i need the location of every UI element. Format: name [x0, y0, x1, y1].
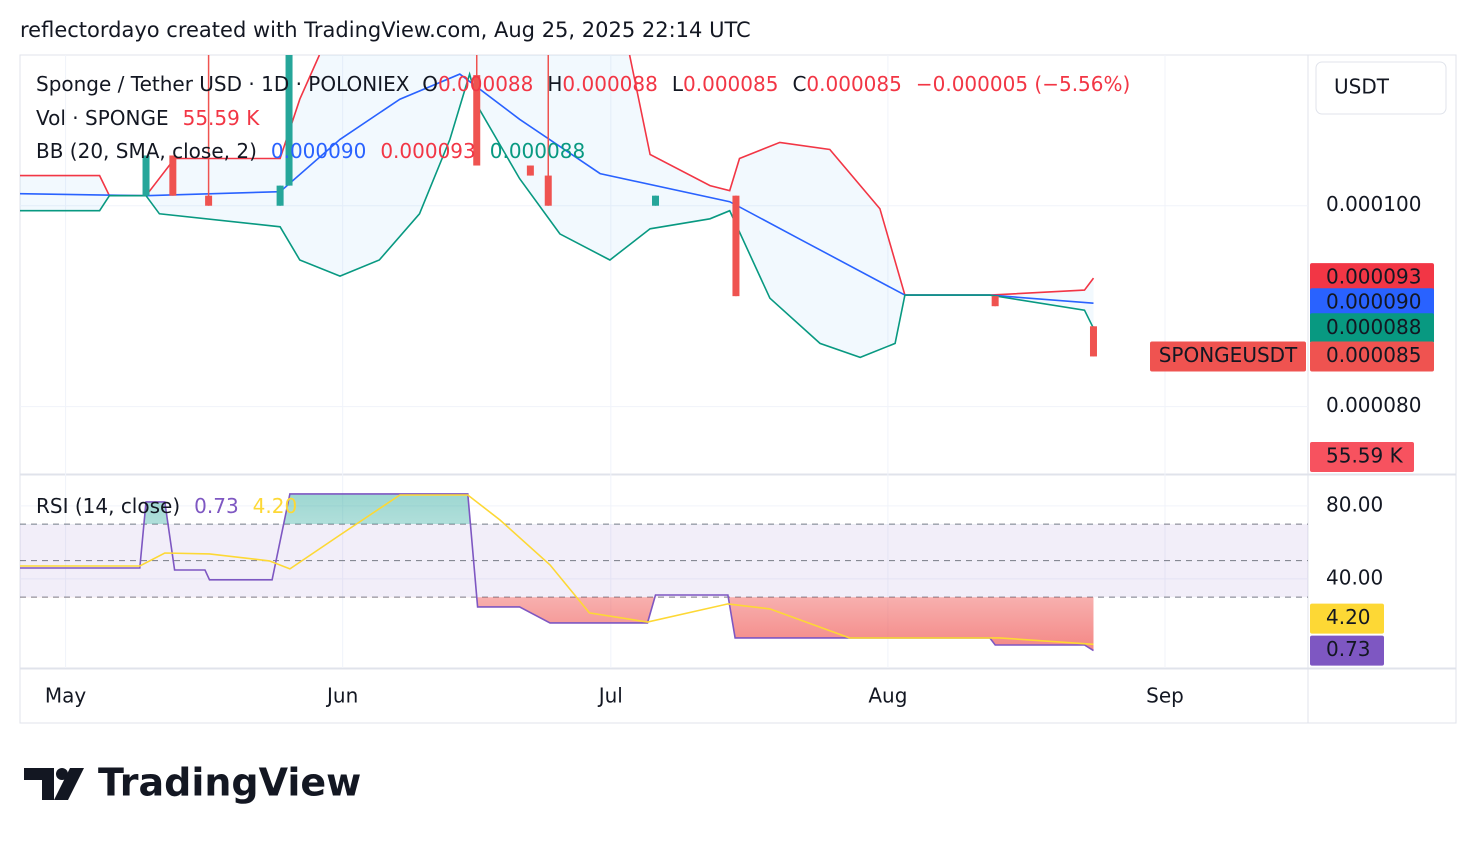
volume-legend: Vol · SPONGE 55.59 K: [36, 106, 260, 130]
candle-body: [1089, 326, 1097, 357]
symbol-legend: Sponge / Tether USD · 1D · POLONIEX O0.00…: [36, 72, 1130, 96]
y-tick-label: 40.00: [1326, 565, 1383, 589]
h-label: H: [547, 72, 562, 96]
bb-lower: [20, 71, 1095, 359]
h-value: 0.000088: [562, 72, 657, 96]
x-tick-label: Aug: [868, 684, 907, 708]
bb-upper: [20, 55, 1095, 296]
y-tick-label: 80.00: [1326, 492, 1383, 516]
x-tick-label: Jun: [325, 684, 358, 708]
bb-basis: 0.000090: [271, 139, 366, 163]
last-price-label: 0.000085: [1326, 343, 1421, 367]
candle-body: [205, 195, 213, 206]
candle-body: [169, 155, 177, 196]
bb-fill: [20, 55, 1094, 358]
y-tick-label: 0.000100: [1326, 192, 1421, 216]
change: −0.000005 (−5.56%): [916, 72, 1130, 96]
x-tick-label: May: [45, 684, 87, 708]
bb-upper-price-label-box: [1310, 263, 1434, 294]
volume-label: 55.59 K: [1326, 444, 1404, 468]
x-tick-label: Sep: [1146, 684, 1184, 708]
rsi-legend: RSI (14, close) 0.73 4.20: [36, 494, 297, 518]
y-tick-label: 0.000080: [1326, 393, 1421, 417]
o-value: 0.000088: [438, 72, 533, 96]
currency-button[interactable]: [1315, 61, 1447, 115]
symbol-label-box: [1150, 341, 1306, 372]
volume-value: 55.59 K: [183, 106, 261, 130]
symbol-label: SPONGEUSDT: [1159, 343, 1298, 367]
rsi-value: 0.73: [194, 494, 239, 518]
candle-body: [991, 296, 999, 307]
header: reflectordayo created with TradingView.c…: [20, 18, 751, 42]
candle-body: [526, 165, 534, 176]
volume-label-box: [1310, 442, 1414, 472]
bb-lower-price-label: 0.000088: [1326, 315, 1421, 339]
candle-body: [142, 155, 150, 196]
candle-body: [544, 175, 552, 206]
l-value: 0.000085: [683, 72, 778, 96]
rsi-ma-price-label: 4.20: [1326, 605, 1371, 629]
bb-lower: 0.000088: [490, 139, 585, 163]
rsi-name: RSI (14, close): [36, 494, 180, 518]
volume-name: Vol · SPONGE: [36, 106, 169, 130]
brand: TradingView: [98, 761, 361, 805]
rsi-price-label-box: [1310, 635, 1384, 666]
candle-body: [276, 185, 284, 206]
c-value: 0.000085: [806, 72, 901, 96]
bb-lower-price-label-box: [1310, 313, 1434, 344]
currency[interactable]: USDT: [1334, 75, 1390, 99]
candle-body: [652, 195, 660, 206]
bb-name: BB (20, SMA, close, 2): [36, 139, 257, 163]
symbol: Sponge / Tether USD · 1D · POLONIEX: [36, 72, 410, 96]
bb-basis-price-label-box: [1310, 288, 1434, 319]
bb-legend: BB (20, SMA, close, 2) 0.000090 0.000093 0.…: [36, 139, 585, 163]
rsi-ma-value: 4.20: [253, 494, 298, 518]
candle-body: [732, 195, 740, 297]
rsi-ma-line: [20, 494, 1094, 646]
bb-basis-price-label: 0.000090: [1326, 290, 1421, 314]
o-label: O: [422, 72, 438, 96]
rsi-price-label: 0.73: [1326, 637, 1371, 661]
x-tick-label: Jul: [597, 684, 623, 708]
bb-upper-price-label: 0.000093: [1326, 265, 1421, 289]
last-price-label-box: [1310, 341, 1434, 372]
frame: [19, 54, 1457, 724]
candle-body: [285, 55, 293, 186]
bb-upper: 0.000093: [380, 139, 475, 163]
rsi-ma-price-label-box: [1310, 603, 1384, 634]
candle-body: [473, 75, 481, 166]
logo: [24, 768, 84, 800]
l-label: L: [672, 72, 684, 96]
c-label: C: [792, 72, 806, 96]
